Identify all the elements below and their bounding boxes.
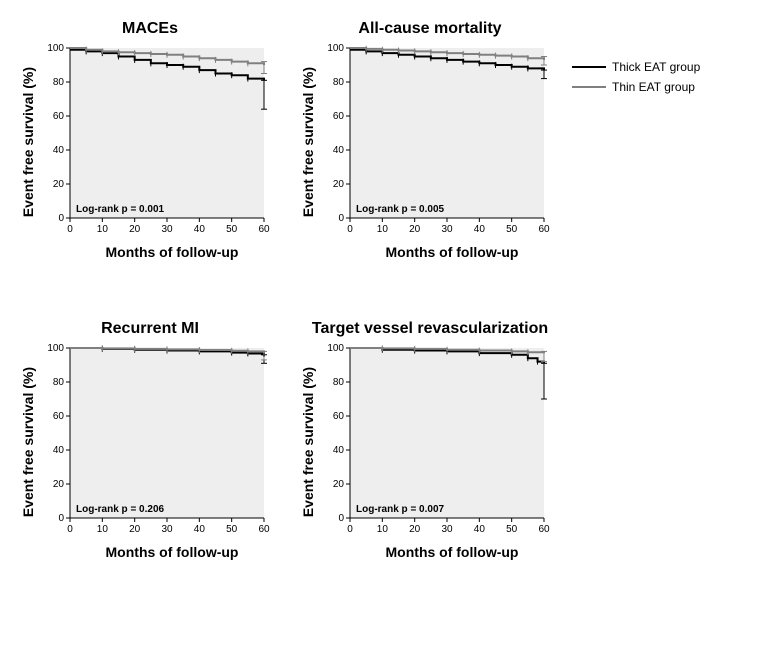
svg-text:50: 50 [226,524,238,535]
svg-text:0: 0 [338,213,344,224]
svg-text:10: 10 [377,524,389,535]
svg-text:100: 100 [47,43,64,54]
x-axis-label: Months of follow-up [64,544,280,560]
km-chart: 0 20 40 60 80 100 0 10 20 30 40 50 60 Log-rank p = 0.… [320,42,550,242]
svg-text:40: 40 [194,224,206,235]
logrank-pvalue: Log-rank p = 0.007 [356,504,445,515]
km-chart: 0 20 40 60 80 100 0 10 20 30 40 50 60 Log-rank p = 0.… [40,342,270,542]
svg-text:20: 20 [333,179,345,190]
panel: All-cause mortality Event free survival (… [300,20,560,260]
x-axis-label: Months of follow-up [64,244,280,260]
svg-text:50: 50 [506,224,518,235]
svg-text:80: 80 [53,377,65,388]
chart-wrap: Event free survival (%) 0 20 40 60 80 100 0 10 20… [20,42,280,242]
svg-text:40: 40 [194,524,206,535]
legend-label: Thin EAT group [612,80,695,94]
svg-text:100: 100 [327,43,344,54]
svg-text:30: 30 [161,524,173,535]
km-chart: 0 20 40 60 80 100 0 10 20 30 40 50 60 Log-rank p = 0.… [40,42,270,242]
chart-wrap: Event free survival (%) 0 20 40 60 80 100 0 10 20… [20,342,280,542]
svg-text:60: 60 [333,111,345,122]
svg-text:80: 80 [333,377,345,388]
svg-text:30: 30 [441,524,453,535]
y-axis-label: Event free survival (%) [20,67,36,217]
legend-label: Thick EAT group [612,60,700,74]
panel: Recurrent MI Event free survival (%) 0 20 40… [20,320,280,560]
y-axis-label: Event free survival (%) [300,67,316,217]
svg-text:60: 60 [538,224,550,235]
km-figure: MACEsEvent free survival (%)020406080100… [20,20,758,560]
svg-text:0: 0 [58,213,64,224]
svg-text:10: 10 [377,224,389,235]
svg-text:20: 20 [129,224,141,235]
panel-title: Recurrent MI [20,320,280,338]
svg-text:80: 80 [53,77,65,88]
legend-swatch [572,86,606,88]
svg-text:60: 60 [258,524,270,535]
y-axis-label: Event free survival (%) [20,367,36,517]
logrank-pvalue: Log-rank p = 0.206 [76,504,165,515]
svg-text:60: 60 [53,111,65,122]
panel-title: Target vessel revascularization [300,320,560,338]
svg-text:100: 100 [47,343,64,354]
chart-wrap: Event free survival (%) 0 20 40 60 80 100 0 10 20… [300,42,560,242]
svg-text:40: 40 [333,445,345,456]
svg-text:10: 10 [97,524,109,535]
svg-text:40: 40 [474,224,486,235]
svg-text:30: 30 [441,224,453,235]
svg-text:40: 40 [53,145,65,156]
legend-swatch [572,66,606,68]
panel-grid: MACEsEvent free survival (%)020406080100… [20,20,560,560]
svg-text:20: 20 [129,524,141,535]
svg-text:40: 40 [474,524,486,535]
svg-text:0: 0 [347,524,353,535]
chart-wrap: Event free survival (%) 0 20 40 60 80 100 0 10 20… [300,342,560,542]
svg-text:40: 40 [53,445,65,456]
svg-text:0: 0 [58,513,64,524]
svg-text:60: 60 [538,524,550,535]
svg-text:100: 100 [327,343,344,354]
svg-text:0: 0 [67,224,73,235]
svg-text:0: 0 [347,224,353,235]
panel-title: MACEs [20,20,280,38]
svg-text:60: 60 [333,411,345,422]
svg-text:10: 10 [97,224,109,235]
panel: Target vessel revascularization Event fre… [300,320,560,560]
km-chart: 0 20 40 60 80 100 0 10 20 30 40 50 60 Log-rank p = 0.… [320,342,550,542]
svg-text:0: 0 [67,524,73,535]
legend: Thick EAT group Thin EAT group [572,60,700,100]
logrank-pvalue: Log-rank p = 0.001 [76,204,165,215]
svg-text:30: 30 [161,224,173,235]
x-axis-label: Months of follow-up [344,544,560,560]
svg-text:20: 20 [53,179,65,190]
svg-text:40: 40 [333,145,345,156]
svg-text:20: 20 [409,224,421,235]
panel: MACEsEvent free survival (%)020406080100… [20,20,280,260]
svg-text:60: 60 [258,224,270,235]
svg-text:20: 20 [409,524,421,535]
legend-item: Thick EAT group [572,60,700,74]
svg-text:50: 50 [226,224,238,235]
logrank-pvalue: Log-rank p = 0.005 [356,204,445,215]
legend-item: Thin EAT group [572,80,700,94]
svg-text:50: 50 [506,524,518,535]
svg-text:60: 60 [53,411,65,422]
svg-text:0: 0 [338,513,344,524]
svg-text:20: 20 [333,479,345,490]
y-axis-label: Event free survival (%) [300,367,316,517]
svg-text:80: 80 [333,77,345,88]
panel-title: All-cause mortality [300,20,560,38]
svg-text:20: 20 [53,479,65,490]
x-axis-label: Months of follow-up [344,244,560,260]
